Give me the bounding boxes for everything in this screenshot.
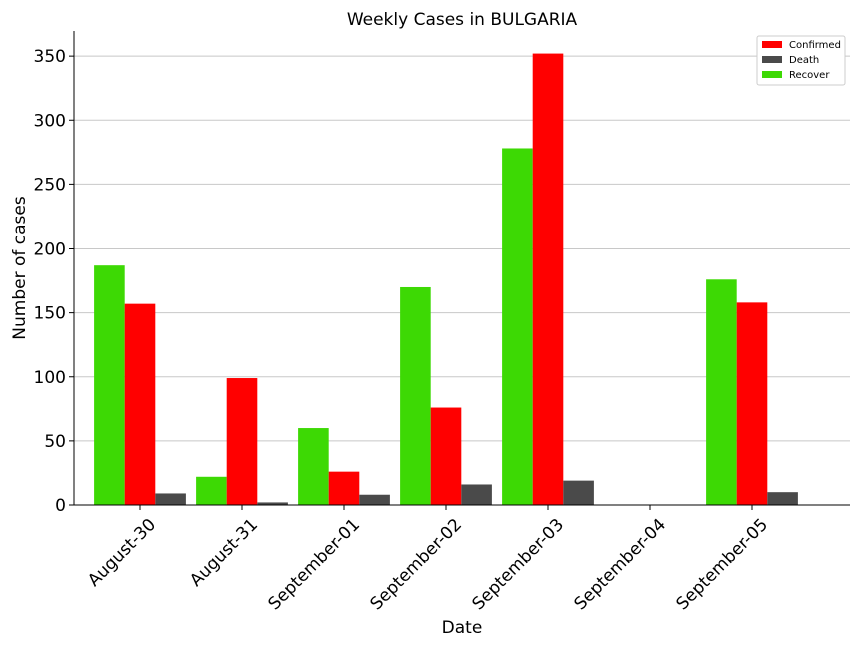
- bar-confirmed-september-05: [736, 302, 768, 505]
- bar-recover-september-03: [502, 148, 533, 505]
- x-axis-label: Date: [442, 618, 483, 638]
- y-tick-label: 250: [34, 175, 66, 195]
- y-tick-label: 100: [34, 368, 66, 388]
- bar-death-august-30: [155, 493, 186, 505]
- x-ticks: August-30 August-31 September-01 September-…: [84, 505, 772, 614]
- legend-label-confirmed: Confirmed: [789, 40, 841, 51]
- legend-swatch-death: [762, 56, 782, 63]
- bar-confirmed-september-02: [430, 407, 462, 505]
- legend-label-recover: Recover: [789, 70, 830, 81]
- axes: [73, 31, 850, 506]
- y-ticks: 0 50 100 150 200 250 300 350: [34, 47, 74, 516]
- bar-recover-september-05: [706, 279, 737, 505]
- x-tick-label: September-05: [673, 515, 772, 614]
- x-tick-label: September-04: [571, 515, 670, 614]
- x-tick-label: August-30: [84, 515, 160, 591]
- bar-confirmed-september-01: [328, 471, 360, 505]
- bar-recover-september-02: [400, 286, 431, 505]
- bars-group: [94, 53, 798, 505]
- y-tick-label: 350: [34, 47, 66, 67]
- y-tick-label: 0: [55, 496, 66, 516]
- bar-confirmed-september-03: [532, 53, 564, 505]
- bar-recover-september-01: [298, 428, 329, 505]
- bar-recover-august-30: [94, 265, 125, 505]
- y-tick-label: 150: [34, 304, 66, 324]
- y-tick-label: 50: [44, 432, 66, 452]
- bar-death-september-02: [461, 484, 492, 505]
- legend-swatch-confirmed: [762, 41, 782, 48]
- x-tick-label: September-01: [265, 515, 364, 614]
- legend: Confirmed Death Recover: [756, 35, 846, 86]
- y-tick-label: 200: [34, 240, 66, 260]
- bar-confirmed-august-31: [226, 378, 258, 505]
- gridlines: [74, 55, 850, 442]
- x-tick-label: September-02: [367, 515, 466, 614]
- x-tick-label: September-03: [469, 515, 568, 614]
- chart-title: Weekly Cases in BULGARIA: [347, 10, 578, 30]
- bar-recover-august-31: [196, 476, 227, 505]
- bar-death-september-03: [563, 480, 594, 505]
- y-axis-label: Number of cases: [10, 196, 30, 340]
- bar-death-september-05: [767, 492, 798, 505]
- legend-swatch-recover: [762, 71, 782, 78]
- y-tick-label: 300: [34, 111, 66, 131]
- legend-label-death: Death: [789, 55, 819, 66]
- bar-death-september-01: [359, 494, 390, 505]
- x-tick-label: August-31: [186, 515, 262, 591]
- bar-death-august-31: [257, 502, 288, 505]
- bar-confirmed-august-30: [124, 303, 156, 505]
